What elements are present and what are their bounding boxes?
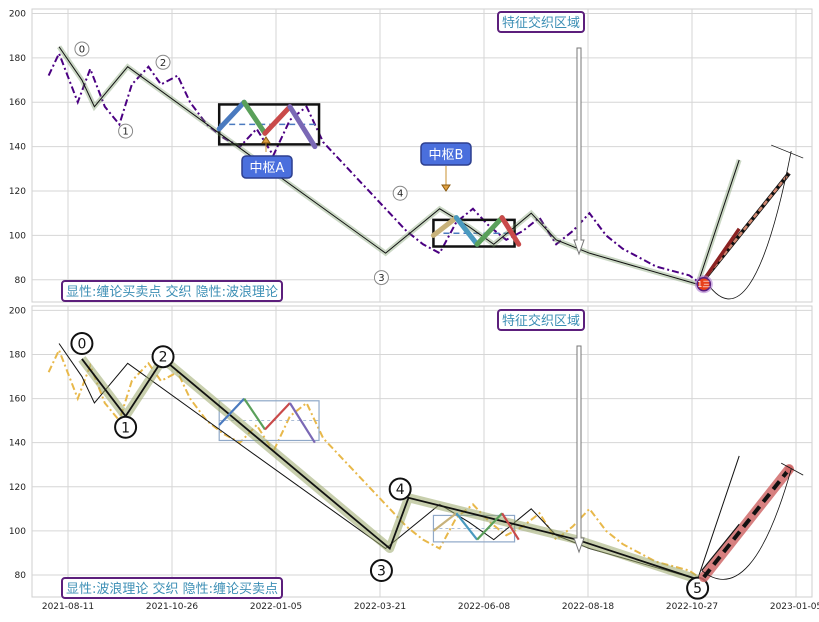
top-panel: 80 100 120 140 160 180 200 0 1 2 3 4 1三 <box>9 8 813 303</box>
y-tick-label: 80 <box>15 276 27 286</box>
zone-a-segment <box>264 402 291 431</box>
pivot-marker-3 <box>373 270 389 286</box>
zone-a-segment <box>241 99 268 136</box>
y-tick-label: 180 <box>9 351 26 361</box>
pivot-marker-1 <box>118 123 134 139</box>
wave-pivot-label-1: 1 <box>121 420 130 436</box>
zone-a-arrowhead <box>261 136 271 144</box>
bottom-legend-label: 显性:波浪理论 交织 隐性:缠论买卖点 <box>66 581 278 597</box>
pivot-marker-4 <box>392 185 408 201</box>
wave-pivot-label-5: 5 <box>693 581 702 597</box>
zone-b-segment <box>430 215 459 238</box>
feature-pointer-arrow <box>573 345 585 554</box>
y-tick-label: 200 <box>9 9 26 19</box>
bottom-panel: 80 100 120 140 160 180 200 0 1 2 3 4 5 <box>9 305 813 600</box>
y-tick-label: 140 <box>9 143 26 153</box>
zone-a-label-box: 中枢A <box>241 155 293 179</box>
zone-b-segment <box>474 215 505 247</box>
zone-a-segment <box>216 99 247 132</box>
zone-a-segment <box>287 104 318 150</box>
wave-pivot-label-3: 3 <box>377 564 386 580</box>
y-tick-label: 120 <box>9 187 26 197</box>
up-trend-bar <box>702 227 741 281</box>
y-tick-label: 200 <box>9 306 26 316</box>
current-point-marker <box>696 276 712 292</box>
projection-endpoint <box>785 465 794 474</box>
zone-b-segment <box>432 512 457 532</box>
x-axis: 2021-08-11 2021-10-26 2022-01-05 2022-03-21… <box>42 602 819 612</box>
pivot-label-2: 2 <box>160 58 166 69</box>
zone-b-segment <box>499 215 522 247</box>
x-tick-label: 2021-10-26 <box>146 602 199 612</box>
zone-a-segment <box>243 397 266 431</box>
up-trend-line <box>701 523 740 571</box>
top-feature-label: 特征交织区域 <box>502 15 580 31</box>
wave-pivot-marker-4 <box>388 477 412 501</box>
zone-b-label: 中枢B <box>429 148 464 163</box>
wave-pivot-label-2: 2 <box>159 350 168 366</box>
x-tick-label: 2022-03-21 <box>354 602 406 612</box>
zone-b-segment <box>501 512 520 541</box>
zone-b-label-box: 中枢B <box>420 142 472 166</box>
zone-a-segment <box>262 104 293 136</box>
y-tick-label: 140 <box>9 439 26 449</box>
y-tick-label: 160 <box>9 98 26 108</box>
x-tick-label: 2021-08-11 <box>42 602 94 612</box>
projection-arc <box>703 150 792 300</box>
pivot-label-0: 0 <box>79 44 85 55</box>
pivot-label-4: 4 <box>397 189 403 200</box>
current-point-label: 1三 <box>697 280 710 289</box>
pivot-label-1: 1 <box>122 127 128 138</box>
top-legend-annotation: 显性:缠论买卖点 交织 隐性:波浪理论 <box>61 280 283 302</box>
pivot-marker-0 <box>74 41 90 57</box>
plot-frame <box>31 305 813 598</box>
bottom-legend-annotation: 显性:波浪理论 交织 隐性:缠论买卖点 <box>61 577 283 599</box>
bottom-feature-label: 特征交织区域 <box>502 313 580 329</box>
projection-arc-tick <box>781 462 804 476</box>
wave-pivot-marker-1 <box>114 415 138 439</box>
y-tick-label: 80 <box>15 571 27 581</box>
wave-pivot-marker-3 <box>369 559 393 583</box>
price-series-line <box>47 347 703 581</box>
projection-arc-tick <box>771 144 804 159</box>
wave-pivot-marker-2 <box>151 345 175 369</box>
zone-a-segment <box>288 402 316 444</box>
top-legend-label: 显性:缠论买卖点 交织 隐性:波浪理论 <box>66 284 278 300</box>
wave-pivot-label-4: 4 <box>396 482 405 498</box>
x-tick-label: 2022-08-18 <box>562 602 615 612</box>
y-tick-label: 160 <box>9 395 26 405</box>
zone-b-arrowhead <box>441 184 451 192</box>
projection-line <box>702 467 791 579</box>
top-feature-annotation: 特征交织区域 <box>497 11 585 33</box>
y-tick-label: 120 <box>9 483 26 493</box>
bottom-feature-annotation: 特征交织区域 <box>497 309 585 331</box>
wave-pivot-marker-5 <box>686 576 710 600</box>
y-tick-label: 180 <box>9 54 26 64</box>
x-tick-label: 2022-01-05 <box>250 602 302 612</box>
wave-pivot-marker-0 <box>70 331 94 355</box>
y-tick-label: 100 <box>9 527 26 537</box>
zone-b-segment <box>453 215 480 247</box>
x-tick-label: 2023-01-05 <box>770 602 819 612</box>
zone-a-segment <box>218 397 245 426</box>
x-tick-label: 2022-06-08 <box>458 602 511 612</box>
projection-arc <box>701 469 792 580</box>
zone-a-label: 中枢A <box>250 161 285 176</box>
feature-pointer-arrow <box>573 47 585 256</box>
pivot-label-3: 3 <box>378 273 384 284</box>
y-tick-label: 100 <box>9 231 26 241</box>
zone-b-segment <box>455 512 478 541</box>
wave-pivot-label-0: 0 <box>77 336 86 352</box>
projection-line <box>702 172 791 281</box>
pivot-marker-2 <box>155 54 171 70</box>
x-tick-label: 2022-10-27 <box>666 602 718 612</box>
price-series-line <box>47 50 703 286</box>
zone-b-segment <box>476 512 503 541</box>
